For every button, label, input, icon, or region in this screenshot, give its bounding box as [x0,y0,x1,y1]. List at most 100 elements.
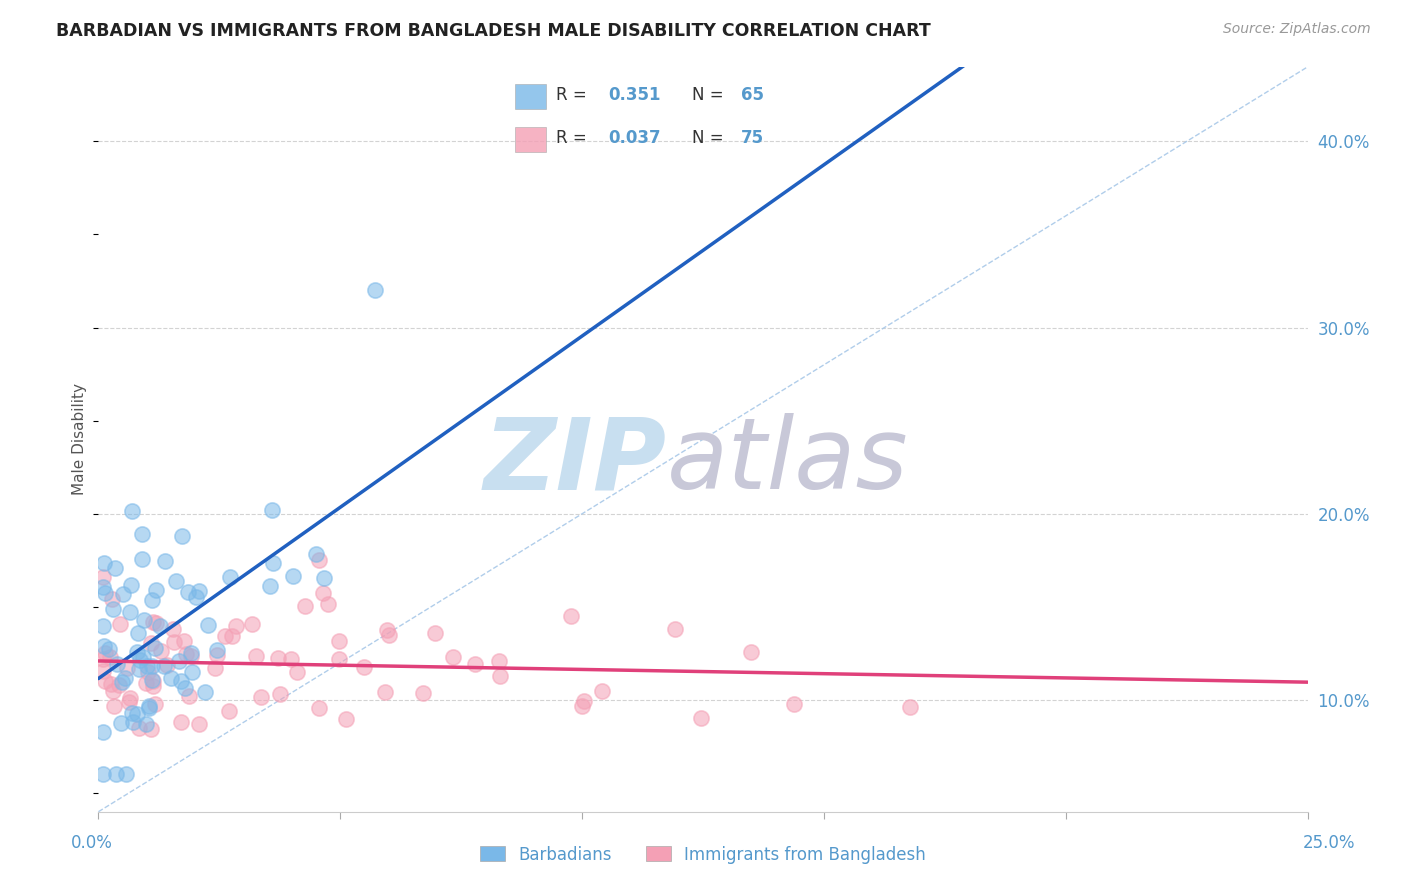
Point [328,652,350,666]
Point [180,646,202,660]
Point [134,614,156,628]
Point [259,579,281,593]
Text: BARBADIAN VS IMMIGRANTS FROM BANGLADESH MALE DISABILITY CORRELATION CHART: BARBADIAN VS IMMIGRANTS FROM BANGLADESH … [56,22,931,40]
Point [121,577,143,591]
Point [423,626,446,640]
Point [104,561,127,575]
Text: R =: R = [555,87,586,104]
Point [353,659,375,673]
Point [214,629,236,643]
Point [156,658,179,673]
Point [170,529,193,543]
Text: atlas: atlas [666,413,908,510]
Point [150,644,173,658]
Point [335,712,357,726]
Point [91,569,114,583]
Point [128,721,150,735]
Point [188,716,211,731]
Point [240,616,263,631]
Point [219,570,242,584]
Point [285,665,308,679]
Point [170,715,193,730]
Point [112,587,135,601]
Point [204,661,226,675]
Legend: Barbadians, Immigrants from Bangladesh: Barbadians, Immigrants from Bangladesh [474,839,932,871]
Text: Source: ZipAtlas.com: Source: ZipAtlas.com [1223,22,1371,37]
Point [132,649,155,664]
Point [218,704,240,718]
Point [93,674,115,689]
Point [145,615,167,630]
Point [101,684,124,698]
Point [221,629,243,643]
Point [262,556,284,570]
Point [174,647,197,661]
Point [120,690,142,705]
Point [560,609,582,624]
Point [104,767,127,781]
Point [180,648,202,663]
Point [131,527,153,541]
Point [153,554,176,568]
Point [308,553,330,567]
Point [281,569,304,583]
Text: 0.037: 0.037 [609,129,661,147]
Point [138,701,160,715]
Point [101,592,124,607]
Point [114,671,136,685]
Point [412,686,434,700]
Point [162,622,184,636]
Point [98,649,121,664]
Point [591,684,613,698]
Point [173,681,195,695]
Point [134,716,156,731]
Point [142,673,165,688]
Point [141,593,163,607]
Point [197,618,219,632]
Point [262,503,284,517]
Point [149,619,172,633]
Text: ZIP: ZIP [484,413,666,510]
Point [111,675,134,690]
Point [110,617,132,632]
Point [101,602,124,616]
Point [305,547,328,561]
Point [152,659,174,673]
Point [664,622,686,636]
Point [160,671,183,685]
Point [311,585,333,599]
Point [93,556,115,570]
Point [180,665,202,680]
Point [100,677,122,691]
Point [91,664,114,678]
Point [177,585,200,599]
Point [308,701,330,715]
Point [186,590,208,604]
Text: 0.351: 0.351 [609,87,661,104]
Point [294,599,316,614]
Point [115,660,138,674]
Point [205,648,228,662]
Point [121,504,143,518]
Point [328,633,350,648]
Point [245,648,267,663]
Point [194,684,217,698]
Point [136,659,159,673]
Point [135,676,157,690]
Point [163,634,186,648]
Point [93,639,115,653]
Point [143,640,166,655]
Point [107,657,129,672]
Point [127,625,149,640]
Point [188,584,211,599]
Point [91,619,114,633]
Bar [516,127,547,152]
Point [177,689,200,703]
Point [114,767,136,781]
Point [378,628,401,642]
Point [91,580,114,594]
Point [205,643,228,657]
Point [167,654,190,668]
Point [91,725,114,739]
Point [91,651,114,665]
